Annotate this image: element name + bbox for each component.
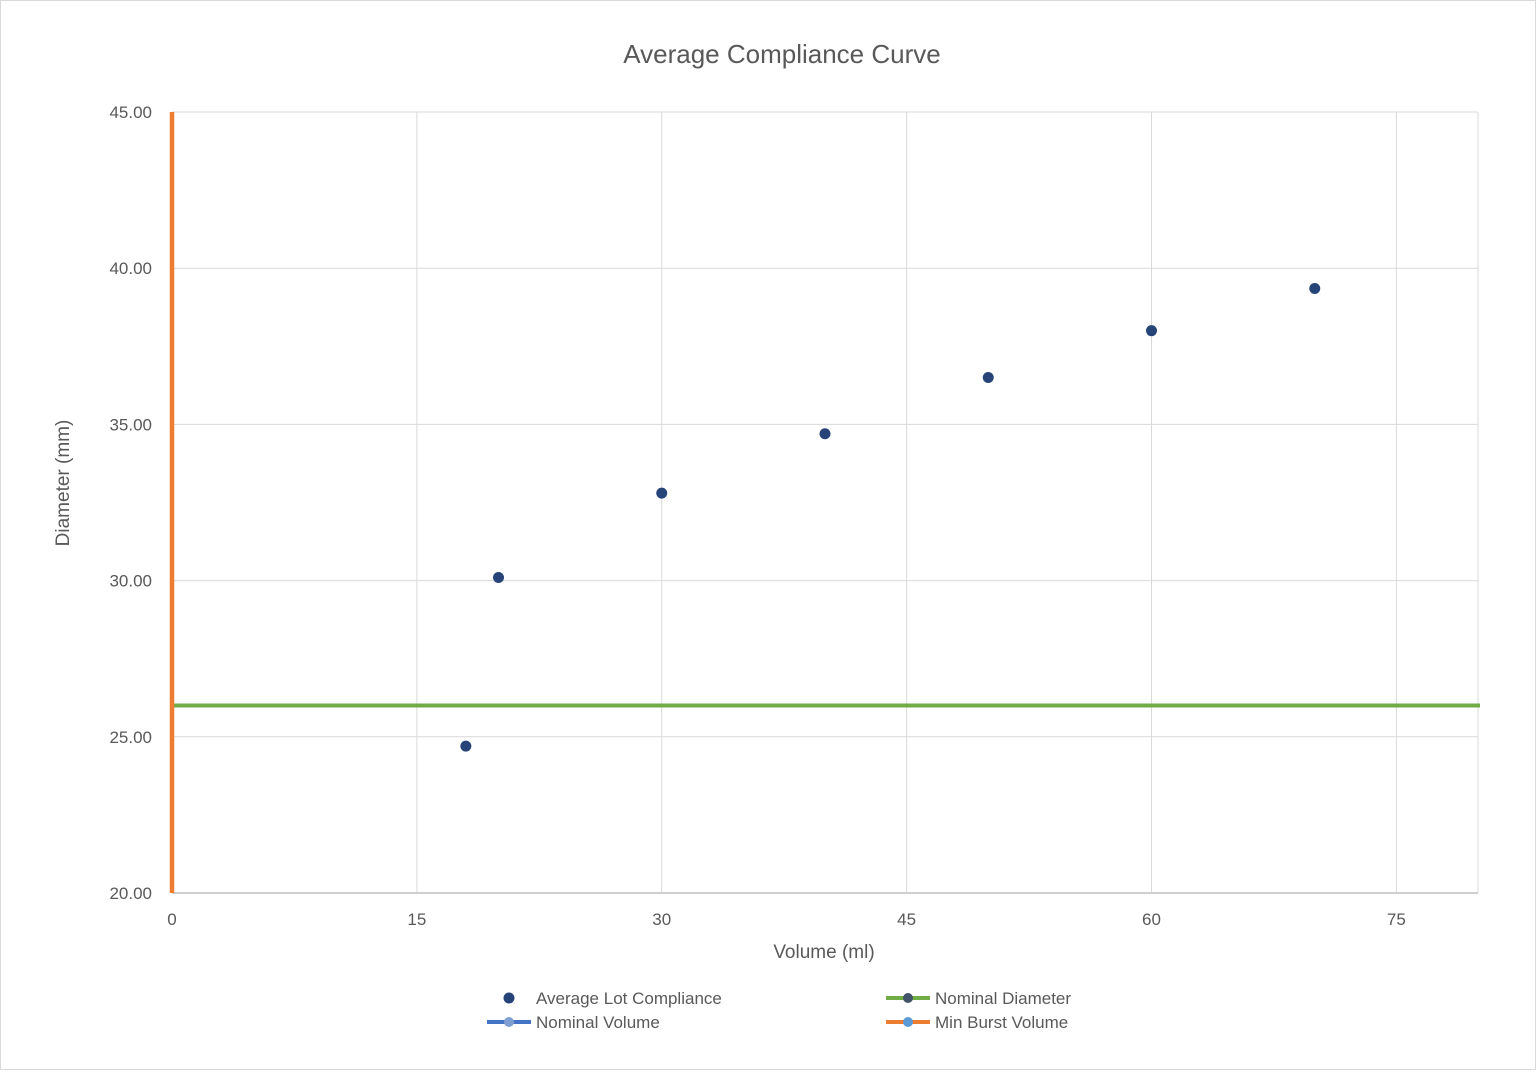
- legend-marker-nominal-volume: [504, 1017, 514, 1027]
- data-point: [982, 372, 994, 384]
- x-tick-label: 30: [652, 910, 671, 929]
- x-tick-label: 75: [1387, 910, 1406, 929]
- tick-labels: 20.00 25.00 30.00 35.00 40.00 45.00 0 15 30 45 60 7…: [109, 103, 1405, 929]
- data-point: [1146, 325, 1157, 337]
- legend-label-min-burst-volume: Min Burst Volume: [935, 1013, 1068, 1032]
- data-point: [656, 487, 668, 499]
- x-tick-label: 45: [897, 910, 916, 929]
- y-tick-label: 45.00: [109, 103, 152, 122]
- legend-label-nominal-diameter: Nominal Diameter: [935, 989, 1071, 1008]
- y-axis-title: Diameter (mm): [53, 420, 74, 547]
- y-tick-label: 40.00: [109, 259, 152, 278]
- data-point: [819, 428, 831, 440]
- x-tick-label: 15: [407, 910, 426, 929]
- data-point: [460, 740, 472, 752]
- legend-marker-min-burst-volume: [903, 1017, 913, 1027]
- legend-marker-nominal-diameter: [903, 993, 913, 1003]
- x-tick-label: 0: [167, 910, 176, 929]
- data-point: [493, 571, 504, 583]
- y-tick-label: 35.00: [109, 415, 152, 434]
- y-tick-label: 20.00: [109, 884, 152, 903]
- legend-marker-average-lot-compliance: [503, 992, 515, 1004]
- legend-label-nominal-volume: Nominal Volume: [536, 1013, 660, 1032]
- legend[interactable]: Average Lot Compliance Nominal Diameter No…: [487, 989, 1071, 1032]
- x-axis-title: Volume (ml): [773, 942, 874, 963]
- series-layer: [169, 112, 1480, 893]
- data-point: [1309, 283, 1321, 295]
- y-tick-label: 25.00: [109, 728, 152, 747]
- x-tick-label: 60: [1142, 910, 1161, 929]
- gridlines: [172, 111, 1479, 893]
- legend-label-average-lot-compliance: Average Lot Compliance: [536, 989, 722, 1008]
- y-tick-label: 30.00: [109, 572, 152, 591]
- chart-title: Average Compliance Curve: [623, 39, 940, 69]
